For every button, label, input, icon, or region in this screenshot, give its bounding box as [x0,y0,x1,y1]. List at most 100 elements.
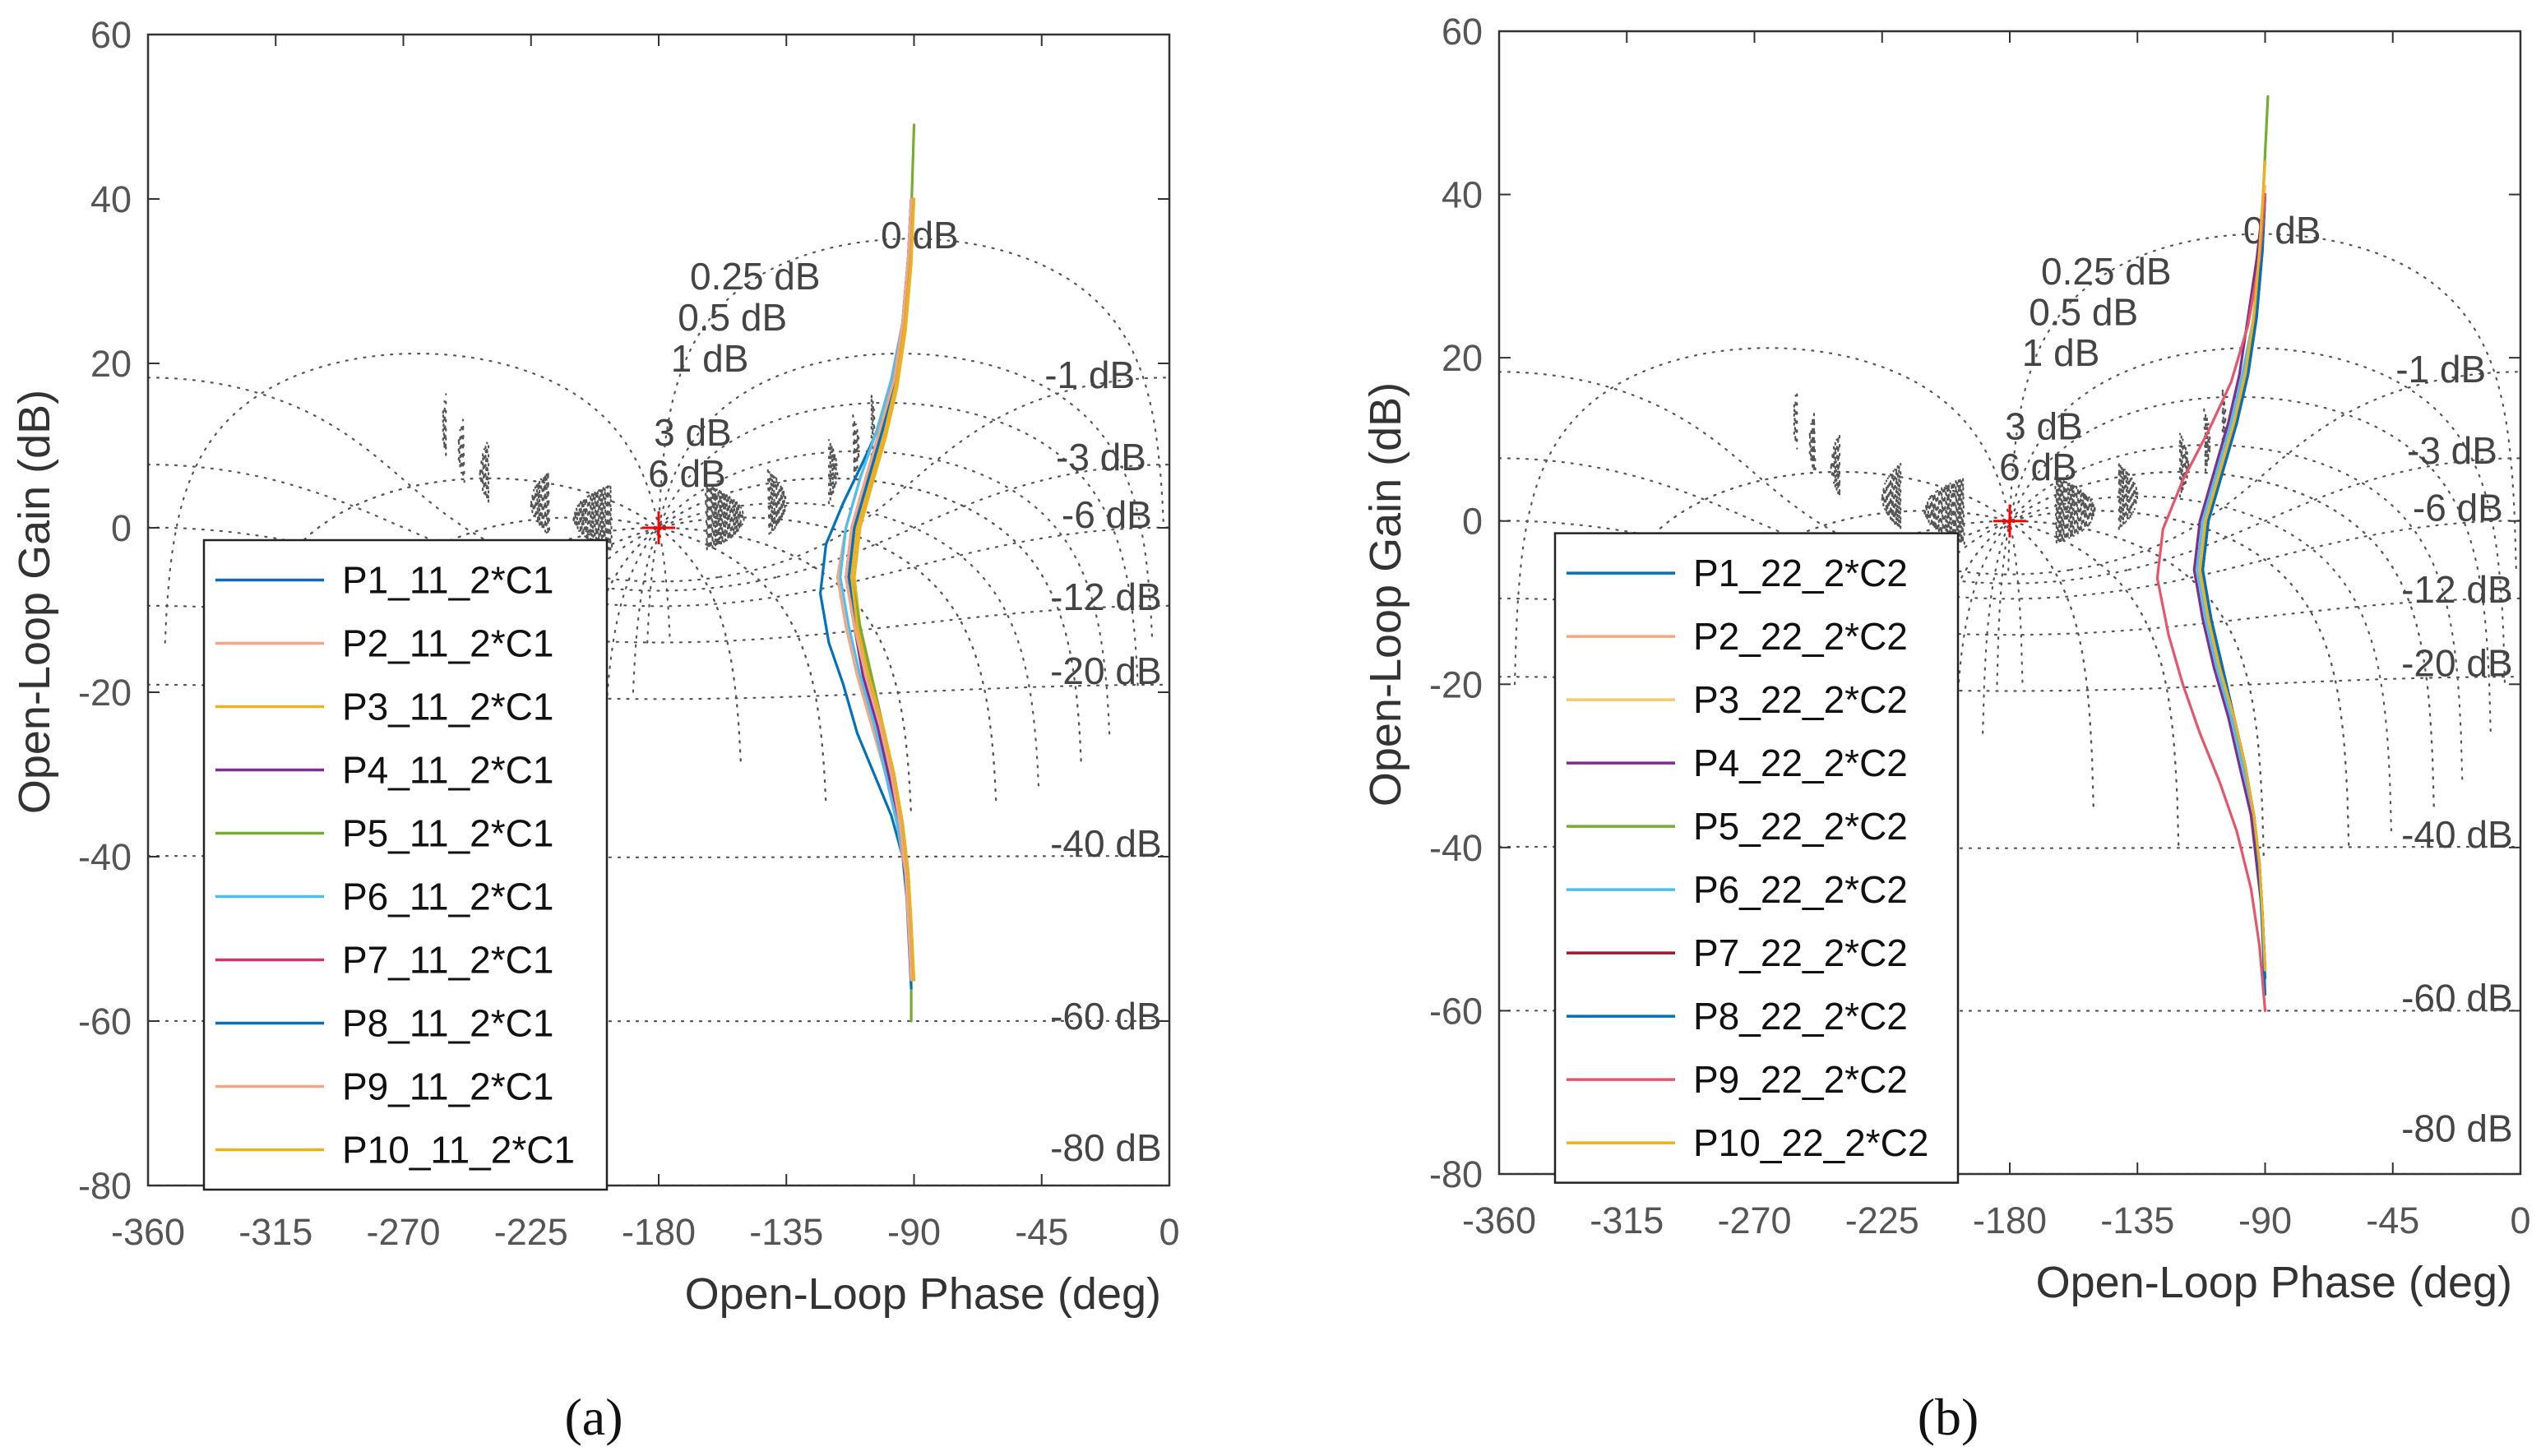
legend-entry: P5_11_2*C1 [342,812,553,855]
y-tick-label: -40 [1429,827,1483,869]
legend-entry: P6_11_2*C1 [342,876,553,918]
gain-contour-label: 3 dB [654,411,732,454]
legend-entry: P8_22_2*C2 [1693,995,1908,1038]
nichols-gain-contour [1499,457,2520,571]
gain-contour-label: 0.5 dB [678,296,787,339]
nichols-gain-contour [457,414,860,483]
x-tick-label: -360 [1462,1199,1536,1241]
legend-entry: P3_11_2*C1 [342,686,553,728]
y-tick-label: 60 [1442,11,1483,53]
gain-contour-label: -60 dB [2401,976,2513,1019]
x-tick-label: -225 [1845,1199,1919,1241]
y-tick-label: 0 [1462,501,1483,543]
nichols-gain-contour [539,576,778,592]
legend-entry: P4_22_2*C2 [1693,742,1908,784]
legend-entry: P3_22_2*C2 [1693,678,1908,721]
legend-entry: P5_22_2*C2 [1693,805,1908,848]
x-tick-label: -225 [494,1211,568,1253]
nichols-phase-contour [1882,495,2393,834]
gain-contour-label: -80 dB [2401,1107,2513,1149]
x-tick-label: -90 [887,1211,941,1253]
chart-panel-a: -360 -315 -270 -225 -180 -135 -90 -45 0 -80 -60 -40… [10,14,1180,1446]
nichols-gain-contour [148,683,1169,700]
gain-contour-label: -6 dB [2413,487,2503,529]
nichols-gain-contour [1808,408,2211,477]
x-tick-label: -315 [1590,1199,1664,1241]
y-tick-label: -60 [1429,990,1483,1032]
x-tick-label: -135 [749,1211,823,1253]
nichols-gain-contour [1881,462,2139,530]
nichols-gain-contour [598,576,720,583]
gain-contour-label: -1 dB [1044,354,1135,396]
nichols-gain-contour [572,483,745,552]
y-tick-label: 60 [90,14,132,56]
x-tick-label: -90 [2238,1199,2292,1241]
series-group [819,123,916,1023]
legend-entry: P7_22_2*C2 [1693,931,1908,974]
nichols-phase-contour [1669,510,2180,848]
legend-entry: P7_11_2*C1 [342,939,553,982]
gain-contour-label: -20 dB [1050,649,1162,692]
series-line-10 [850,197,916,982]
nichols-phase-contour [1953,444,2464,783]
x-tick-label: -45 [1015,1211,1068,1253]
nichols-phase-contour [1840,510,2350,848]
legend-entry: P1_11_2*C1 [342,559,553,602]
gain-contour-label: -40 dB [1050,822,1162,865]
nichols-gain-contour [148,464,1169,578]
gain-contour-label: -60 dB [1050,995,1162,1038]
nichols-gain-contour [1830,432,2190,498]
legend-entry: P9_22_2*C2 [1693,1058,1908,1101]
gain-contour-label: -1 dB [2395,348,2486,391]
nichols-gain-contour [479,438,839,505]
nichols-gain-contour [1949,569,2071,575]
nichols-gain-contour [1499,676,2520,692]
panel-label: (b) [1918,1388,1979,1446]
gain-contour-label: -6 dB [1062,493,1152,536]
x-tick-label: -135 [2100,1199,2174,1241]
nichols-phase-contour [1925,470,2435,809]
gain-contour-label: 0.5 dB [2029,290,2138,333]
nichols-gain-contour [1891,569,2129,585]
legend-entry: P9_11_2*C1 [342,1065,553,1108]
nichols-gain-contour [1499,845,2520,849]
x-tick-label: 0 [1159,1211,1179,1253]
legend-entry: P2_11_2*C1 [342,622,553,665]
legend-box [202,538,609,1191]
y-tick-label: -60 [78,1001,132,1042]
gain-contour-label: -80 dB [1050,1126,1162,1169]
y-axis-label: Open-Loop Gain (dB) [1361,382,1410,807]
legend: P1_22_2*C2 P2_22_2*C2 P3_22_2*C2 P4_22_2*C2… [1553,532,1960,1184]
x-tick-label: -360 [111,1211,185,1253]
gain-contour-label: 1 dB [671,337,749,380]
gain-contour-label: -12 dB [1050,575,1162,618]
gain-contour-label: 3 dB [2005,404,2083,447]
y-tick-label: -20 [1429,663,1483,705]
gain-contour-label: 6 dB [1999,446,2077,488]
critical-point-marker [1993,504,2026,538]
gain-contour-label: 0 dB [881,214,959,257]
panel-label: (a) [564,1388,623,1446]
nichols-gain-contour [148,855,1169,858]
legend-entry: P2_22_2*C2 [1693,615,1908,658]
x-tick-label: -315 [238,1211,312,1253]
y-axis-label: Open-Loop Gain (dB) [10,390,59,814]
y-tick-label: 40 [90,178,132,220]
legend-entry: P1_22_2*C2 [1693,552,1908,594]
gain-contour-label: 0.25 dB [690,255,821,298]
gain-contour-label: -12 dB [2401,568,2513,611]
gain-contour-label: 6 dB [648,452,726,495]
series-line-10 [2198,160,2267,972]
x-tick-label: -270 [366,1211,440,1253]
gain-contour-label: -3 dB [1056,436,1146,478]
y-tick-label: -80 [78,1165,132,1207]
legend-entry: P8_11_2*C1 [342,1002,553,1045]
nichols-phase-contour [1513,347,2024,686]
gain-contour-label: -20 dB [2401,641,2513,684]
x-tick-label: 0 [2510,1199,2530,1241]
legend-entry: P10_22_2*C2 [1693,1121,1928,1164]
chart-panel-b: -360 -315 -270 -225 -180 -135 -90 -45 0 -80 -60 -40… [1361,11,2531,1446]
series-line-9 [845,197,913,982]
x-tick-label: -180 [622,1211,696,1253]
